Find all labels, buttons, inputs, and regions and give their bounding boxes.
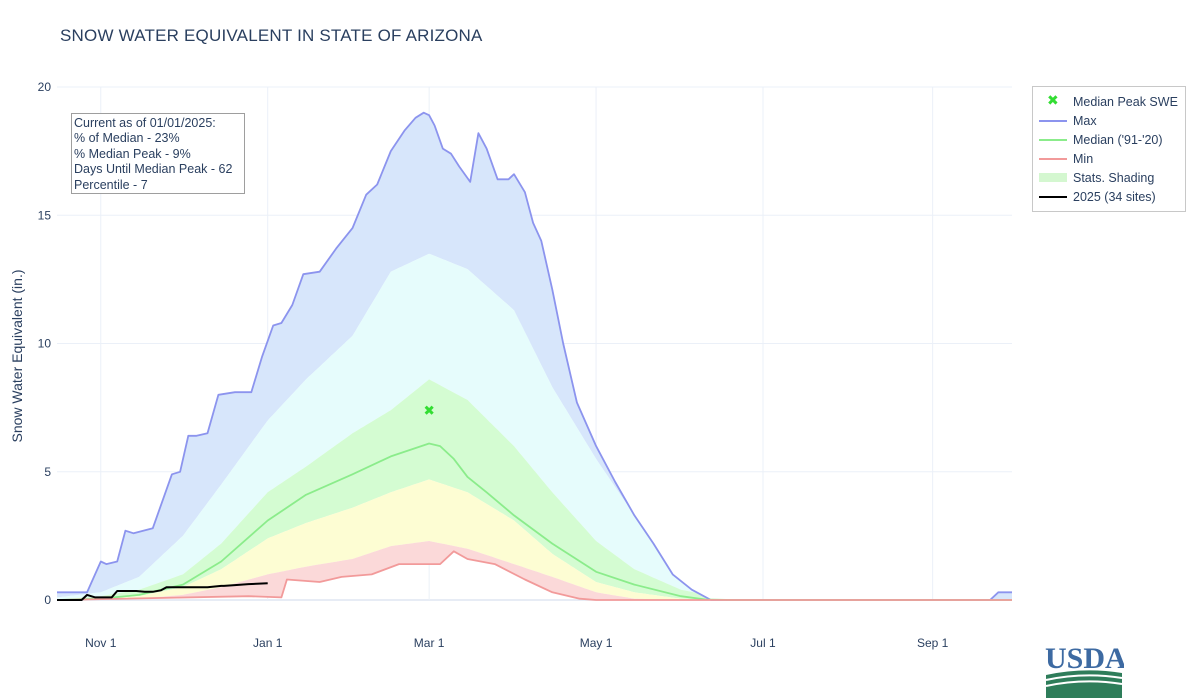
info-line-pct-median: % of Median - 23% bbox=[74, 131, 180, 146]
y-tick-label: 15 bbox=[38, 208, 52, 222]
series-lines bbox=[56, 111, 1012, 601]
median-peak-marker bbox=[424, 405, 434, 415]
y-axis: 0 5 10 15 20 bbox=[38, 80, 52, 607]
info-line-percentile: Percentile - 7 bbox=[74, 177, 148, 192]
series-line-min bbox=[56, 550, 1012, 601]
y-tick-label: 10 bbox=[38, 337, 52, 351]
x-axis: Nov 1 Jan 1 Mar 1 May 1 Jul 1 Sep 1 bbox=[85, 636, 949, 650]
markers bbox=[424, 405, 434, 415]
usda-logo: USDA bbox=[1045, 642, 1124, 698]
legend-label: 2025 (34 sites) bbox=[1073, 189, 1156, 204]
x-tick-label: Sep 1 bbox=[917, 636, 949, 650]
info-line-days-until-peak: Days Until Median Peak - 62 bbox=[74, 162, 233, 177]
band-p70-p50 bbox=[57, 379, 1012, 600]
x-tick-label: Mar 1 bbox=[414, 636, 445, 650]
series-line-2025-34-sites- bbox=[57, 582, 268, 601]
line-swatch-icon bbox=[1033, 130, 1073, 149]
usda-logo-text: USDA bbox=[1045, 642, 1124, 675]
legend-item-shading[interactable]: Stats. Shading bbox=[1033, 168, 1185, 187]
band-p90-p70 bbox=[57, 253, 1012, 600]
info-line-date: Current as of 01/01/2025: bbox=[74, 116, 216, 130]
legend-label: Min bbox=[1073, 151, 1094, 166]
line-swatch-icon bbox=[1033, 149, 1073, 168]
x-marker-icon: ✖ bbox=[1047, 92, 1059, 108]
x-tick-label: Jul 1 bbox=[750, 636, 776, 650]
y-tick-label: 20 bbox=[38, 80, 52, 94]
legend-item-min[interactable]: Min bbox=[1033, 149, 1185, 168]
chart-title: SNOW WATER EQUIVALENT IN STATE OF ARIZON… bbox=[60, 26, 483, 45]
y-tick-label: 5 bbox=[44, 465, 51, 479]
legend-label: Max bbox=[1073, 113, 1097, 128]
box-swatch-icon bbox=[1033, 168, 1073, 187]
marker-stroke bbox=[424, 405, 434, 415]
y-tick-label: 0 bbox=[44, 593, 51, 607]
legend-item-median-peak[interactable]: ✖ Median Peak SWE bbox=[1033, 92, 1185, 111]
legend-item-max[interactable]: Max bbox=[1033, 111, 1185, 130]
band-Max-p90 bbox=[57, 112, 1012, 600]
band-p50-p30 bbox=[57, 479, 1012, 600]
legend-label: Stats. Shading bbox=[1073, 170, 1155, 185]
info-line-pct-median-peak: % Median Peak - 9% bbox=[74, 146, 191, 161]
legend-item-2025[interactable]: 2025 (34 sites) bbox=[1033, 187, 1185, 206]
legend-item-median[interactable]: Median ('91-'20) bbox=[1033, 130, 1185, 149]
y-axis-title: Snow Water Equivalent (in.) bbox=[9, 270, 25, 443]
series-line-max bbox=[57, 111, 1012, 601]
line-swatch-icon bbox=[1033, 111, 1073, 130]
current-stats-box: Current as of 01/01/2025: % of Median - … bbox=[71, 113, 245, 194]
stat-bands bbox=[57, 112, 1012, 600]
line-swatch-icon bbox=[1033, 187, 1073, 206]
legend-label: Median Peak SWE bbox=[1073, 94, 1178, 109]
x-tick-label: May 1 bbox=[580, 636, 613, 650]
x-tick-label: Jan 1 bbox=[253, 636, 283, 650]
x-tick-label: Nov 1 bbox=[85, 636, 117, 650]
series-line-median-91-20- bbox=[56, 442, 1012, 601]
legend-label: Median ('91-'20) bbox=[1073, 132, 1163, 147]
legend: ✖ Median Peak SWE Max Median ('91-'20) M… bbox=[1032, 86, 1186, 212]
